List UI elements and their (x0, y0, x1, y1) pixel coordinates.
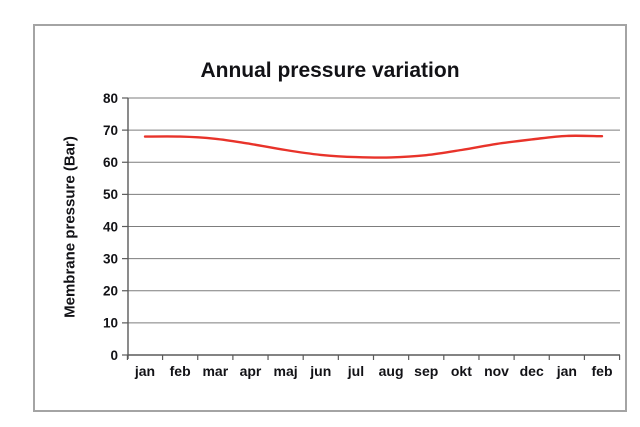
y-tick-label: 50 (103, 187, 118, 202)
y-tick-label: 60 (103, 155, 118, 170)
x-tick-label: mar (202, 363, 228, 379)
x-tick-label: okt (451, 363, 472, 379)
x-tick-label: aug (379, 363, 404, 379)
x-tick-label: maj (274, 363, 298, 379)
pressure-series-line (143, 134, 604, 159)
x-tick-label: jan (134, 363, 155, 379)
y-tick-label: 70 (103, 123, 118, 138)
y-tick-label: 30 (103, 251, 118, 266)
y-tick-label: 10 (103, 316, 118, 331)
x-tick-label: jan (556, 363, 577, 379)
chart-frame: 0 10 20 30 40 50 60 70 80 jan feb mar apr maj jun jul au… (33, 24, 627, 412)
x-tick-label: feb (170, 363, 191, 379)
x-tick-label: sep (414, 363, 438, 379)
x-tick-label: feb (592, 363, 613, 379)
x-tick-label: jun (309, 363, 331, 379)
x-tick-label: dec (520, 363, 544, 379)
y-tick-label: 40 (103, 219, 118, 234)
y-tick-label: 20 (103, 284, 118, 299)
chart-title: Annual pressure variation (200, 59, 460, 82)
x-tick-label: jul (347, 363, 364, 379)
x-tick-label: apr (240, 363, 262, 379)
y-tick-label: 0 (110, 348, 118, 363)
y-axis-title: Membrane pressure (Bar) (61, 136, 79, 318)
y-tick-label: 80 (103, 91, 118, 106)
x-tick-label: nov (484, 363, 509, 379)
